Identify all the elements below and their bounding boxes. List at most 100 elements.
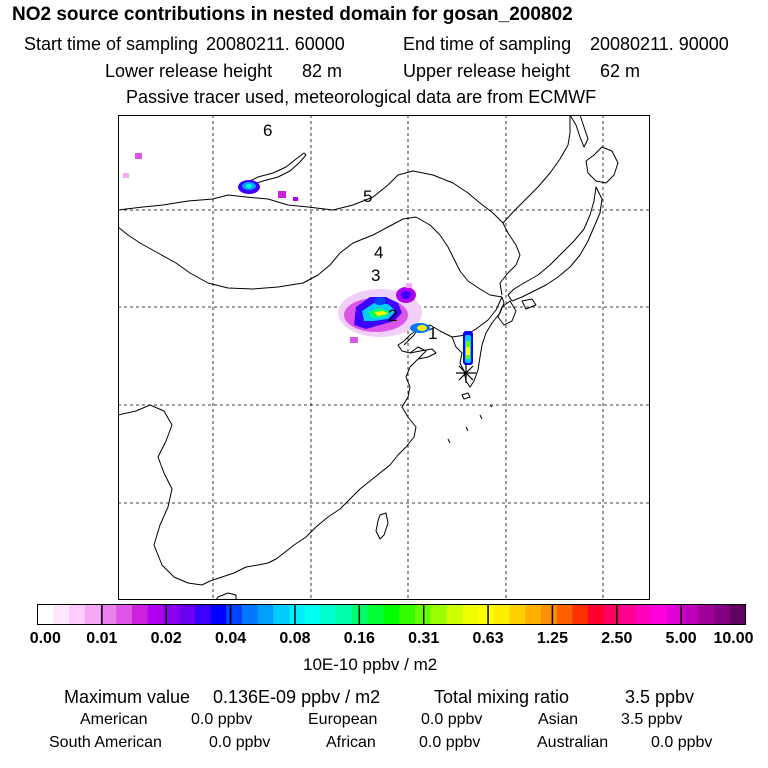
colorbar-tick-label: 0.00 [29, 630, 61, 647]
colorbar-cell [131, 604, 149, 625]
colorbar-tick-label: 10.00 [713, 630, 754, 647]
plume-china-peak [374, 311, 388, 316]
colorbar-cell [399, 604, 416, 625]
map-panel: 1 2 3 4 5 6 [118, 115, 650, 600]
colorbar-cell [210, 604, 227, 625]
plume-korea-peak [466, 347, 470, 355]
colorbar-cell [525, 604, 542, 625]
colorbar-tick-label: 0.01 [86, 630, 118, 647]
upper-height-label: Upper release height [403, 61, 571, 81]
trajectory-label-6: 6 [263, 121, 272, 140]
colorbar-cell [289, 604, 306, 625]
asian-value: 3.5 ppbv [621, 711, 683, 728]
jeju [461, 392, 471, 400]
tracer-note: Passive tracer used, meteorological data… [126, 87, 597, 107]
colorbar-cell [116, 604, 133, 625]
plume-cell [374, 297, 386, 305]
colorbar-cell [572, 604, 589, 625]
colorbar-tick-label: 0.63 [472, 630, 504, 647]
australian-label: Australian [537, 734, 609, 751]
colorbar-unit: 10E-10 ppbv / m2 [303, 655, 438, 674]
honshu [507, 186, 603, 302]
total-mixing-value: 3.5 ppbv [625, 687, 695, 707]
colorbar-cell [68, 604, 86, 625]
colorbar-tick-label: 5.00 [665, 630, 697, 647]
colorbar-tick-label: 1.25 [536, 630, 568, 647]
african-label: African [326, 734, 376, 751]
chart-title: NO2 source contributions in nested domai… [12, 4, 573, 25]
plume-north-spot-core [401, 291, 411, 299]
south-american-label: South American [49, 734, 162, 751]
colorbar-cell [273, 604, 290, 625]
start-time-label: Start time of sampling [24, 34, 199, 54]
colorbar-cell [163, 604, 180, 625]
colorbar-cell [619, 604, 636, 625]
receptor-asterisk-icon [456, 363, 476, 383]
south-american-value: 0.0 ppbv [209, 734, 271, 751]
shandong-peninsula [409, 348, 437, 360]
australian-value: 0.0 ppbv [651, 734, 713, 751]
hainan [215, 592, 237, 600]
colorbar [37, 604, 747, 625]
kyushu [497, 300, 517, 326]
colorbar-cell [336, 604, 353, 625]
colorbar-tick-label: 0.16 [343, 630, 375, 647]
colorbar-cell [194, 604, 212, 625]
african-value: 0.0 ppbv [419, 734, 481, 751]
colorbar-cell [729, 604, 747, 625]
colorbar-cell [367, 604, 385, 625]
colorbar-cell [53, 604, 70, 625]
plume-spot [350, 337, 358, 343]
lower-height-label: Lower release height [105, 61, 273, 81]
ryukyu-islands [447, 404, 493, 444]
colorbar-cell [383, 604, 400, 625]
european-label: European [308, 711, 378, 728]
southwest-border [118, 404, 203, 586]
map-frame [118, 115, 650, 600]
shikoku [521, 298, 537, 310]
plume-spot [406, 283, 412, 288]
plume-spot [135, 153, 142, 159]
colorbar-cell [666, 604, 684, 625]
plume-spot [278, 191, 286, 198]
upper-height-value: 62 m [600, 61, 641, 81]
colorbar-cell [682, 604, 699, 625]
colorbar-cell [257, 604, 275, 625]
china-coast [201, 324, 453, 586]
russian-far-east [502, 115, 571, 224]
colorbar-cell [603, 604, 621, 625]
coastlines [118, 115, 619, 600]
trajectory-label-2: 2 [388, 306, 397, 325]
max-value-label: Maximum value [64, 687, 191, 707]
colorbar-cell [446, 604, 463, 625]
trajectory-label-4: 4 [374, 243, 383, 262]
colorbar-cell [540, 604, 558, 625]
plume-baikal-peak [246, 184, 252, 188]
european-value: 0.0 ppbv [421, 711, 483, 728]
colorbar-cell [242, 604, 259, 625]
plume-spot [293, 197, 298, 201]
colorbar-cell [147, 604, 164, 625]
korea-coast [451, 296, 505, 388]
colorbar-cell [635, 604, 652, 625]
lower-height-value: 82 m [302, 61, 343, 81]
colorbar-cell [37, 604, 54, 625]
colorbar-cell [714, 604, 731, 625]
taiwan [375, 512, 389, 540]
colorbar-cell [651, 604, 668, 625]
hokkaido [585, 146, 619, 184]
trajectory-label-1: 1 [428, 324, 437, 343]
colorbar-cell [462, 604, 479, 625]
trajectory-label-3: 3 [371, 266, 380, 285]
american-label: American [80, 711, 148, 728]
american-value: 0.0 ppbv [191, 711, 253, 728]
end-time-value: 20080211. 90000 [590, 34, 729, 54]
end-time-label: End time of sampling [403, 34, 572, 54]
mongolia-border [118, 216, 503, 298]
colorbar-cell [588, 604, 605, 625]
colorbar-tick-label: 2.50 [601, 630, 633, 647]
plume-bohai-core [417, 325, 427, 331]
colorbar-tick-label: 0.02 [150, 630, 182, 647]
colorbar-cell [509, 604, 526, 625]
colorbar-cell [698, 604, 715, 625]
